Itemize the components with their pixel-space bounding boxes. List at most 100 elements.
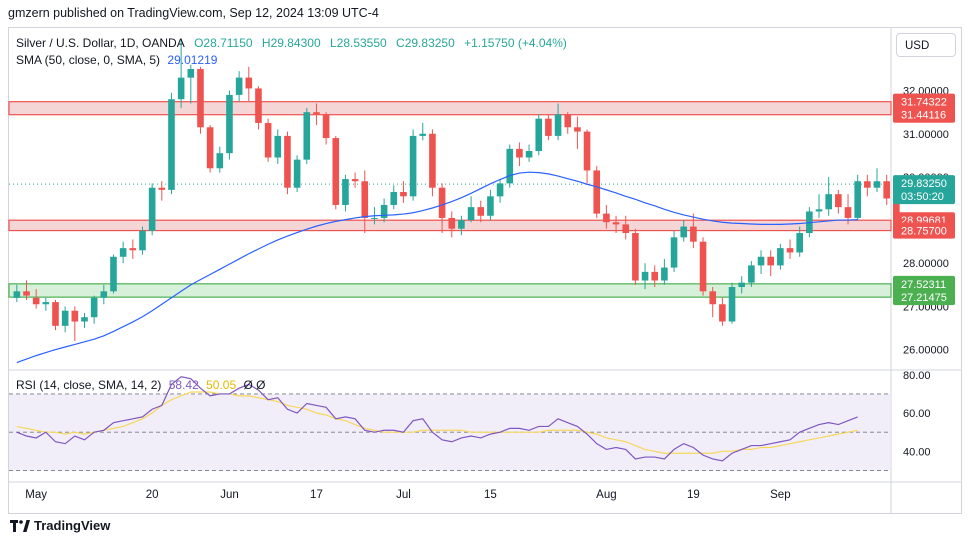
candle bbox=[438, 183, 446, 234]
time-axis-label: May bbox=[25, 489, 47, 501]
candle bbox=[554, 103, 562, 141]
candle-body bbox=[864, 181, 871, 188]
candle-body bbox=[119, 248, 127, 257]
candle bbox=[458, 215, 465, 236]
candle-body bbox=[893, 198, 900, 218]
time-axis-label: 15 bbox=[484, 489, 497, 501]
rsi-line bbox=[16, 376, 858, 462]
candle-body bbox=[525, 151, 533, 158]
candle bbox=[129, 239, 137, 259]
rsi-tick-label: 80.00 bbox=[903, 370, 931, 382]
candle-body bbox=[216, 153, 224, 169]
candle bbox=[748, 261, 755, 287]
candle bbox=[361, 170, 369, 234]
candle bbox=[651, 265, 659, 287]
candle-body bbox=[332, 138, 340, 205]
level-label-bg bbox=[893, 93, 955, 110]
candle bbox=[110, 254, 117, 294]
low-value: L28.53550 bbox=[329, 36, 387, 50]
last-price-label: 29.83250 bbox=[901, 178, 947, 190]
candle-body bbox=[545, 118, 552, 136]
candle-body bbox=[129, 248, 137, 251]
candle-body bbox=[458, 220, 465, 229]
candle bbox=[13, 284, 21, 303]
candle-body bbox=[429, 133, 436, 188]
candle-body bbox=[206, 127, 214, 169]
footer-brand: TradingView bbox=[34, 518, 111, 533]
candle-body bbox=[371, 217, 378, 219]
candle bbox=[216, 146, 224, 173]
candle bbox=[516, 142, 523, 167]
rsi-tick-label: 60.00 bbox=[903, 408, 931, 420]
candle bbox=[622, 215, 630, 240]
candle bbox=[409, 129, 417, 201]
candle-body bbox=[380, 204, 388, 218]
candle-body bbox=[168, 99, 175, 190]
level-label-bg bbox=[893, 289, 955, 306]
candle-body bbox=[42, 302, 50, 305]
time-axis-label: Aug bbox=[596, 489, 616, 501]
candle-body bbox=[748, 265, 755, 283]
candle bbox=[342, 174, 349, 212]
candle-body bbox=[235, 77, 243, 95]
candle bbox=[545, 114, 552, 141]
candle-body bbox=[322, 114, 330, 139]
sma-line bbox=[16, 171, 858, 364]
candle bbox=[603, 204, 610, 229]
candle bbox=[709, 286, 717, 318]
resistance-zone-upper bbox=[8, 101, 892, 116]
level-label: 27.52311 bbox=[901, 279, 946, 291]
candle-body bbox=[496, 183, 504, 197]
candle-body bbox=[390, 192, 398, 205]
candle bbox=[670, 230, 678, 272]
time-axis-label: Sep bbox=[770, 489, 790, 501]
candle bbox=[496, 179, 504, 203]
time-axis-label: 17 bbox=[310, 489, 323, 501]
candle-body bbox=[738, 282, 746, 287]
tradingview-footer: TradingView bbox=[10, 518, 110, 533]
candle-body bbox=[100, 291, 108, 298]
rsi-value: 58.42 bbox=[168, 378, 199, 392]
candle bbox=[844, 194, 852, 225]
candle-body bbox=[139, 230, 146, 251]
price-tick-label: 28.00000 bbox=[903, 258, 949, 270]
candle-body bbox=[873, 181, 881, 188]
candle-body bbox=[71, 310, 79, 322]
candle bbox=[767, 250, 775, 277]
candle bbox=[583, 129, 591, 184]
candle bbox=[168, 92, 175, 195]
price-tick-label: 31.00000 bbox=[903, 129, 949, 141]
candle-body bbox=[400, 192, 407, 197]
candle-body bbox=[13, 291, 21, 298]
candle bbox=[419, 122, 427, 141]
candle-body bbox=[574, 127, 581, 132]
candle-body bbox=[419, 133, 427, 136]
candle-body bbox=[81, 317, 88, 322]
candle-body bbox=[177, 77, 185, 100]
candle bbox=[119, 241, 127, 264]
candle-body bbox=[448, 217, 456, 229]
level-label-bg bbox=[893, 106, 955, 123]
candle bbox=[293, 155, 301, 193]
candle bbox=[593, 166, 601, 218]
candle bbox=[612, 215, 620, 234]
candle bbox=[429, 129, 436, 197]
candle bbox=[255, 86, 262, 130]
level-label: 31.74322 bbox=[901, 97, 947, 109]
candle-body bbox=[835, 194, 842, 208]
time-axis-label: 20 bbox=[146, 489, 159, 501]
candle bbox=[100, 284, 108, 305]
candle-body bbox=[264, 122, 272, 158]
candle bbox=[506, 144, 514, 188]
candle bbox=[728, 282, 736, 324]
candle-body bbox=[554, 114, 562, 136]
sma-label: SMA (50, close, 0, SMA, 5) bbox=[16, 53, 161, 67]
candle-body bbox=[477, 207, 485, 216]
candle-body bbox=[815, 209, 823, 212]
rsi-ma-value: 50.05 bbox=[206, 378, 237, 392]
chart-frame bbox=[8, 27, 962, 514]
candle-body bbox=[661, 267, 668, 281]
currency-button[interactable]: USD bbox=[896, 33, 956, 57]
candle bbox=[52, 299, 59, 331]
